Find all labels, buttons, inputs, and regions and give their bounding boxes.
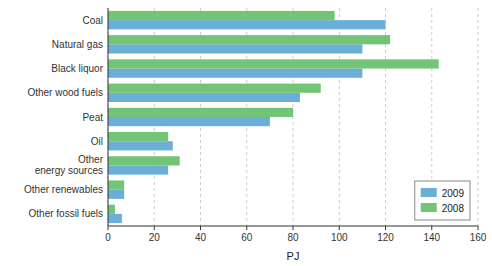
x-tick [154,226,155,230]
bar [108,180,124,189]
category-label-line: Other wood fuels [27,87,103,98]
category-label: Other renewables [24,184,103,195]
bar [108,156,180,165]
x-tick-label: 120 [377,232,394,243]
category-label: Black liquor [51,63,103,74]
category-label: Natural gas [52,39,103,50]
bar [108,141,173,150]
bar [108,214,122,223]
grid [108,8,478,226]
category-label-line: Other fossil fuels [29,208,103,219]
bar [108,132,168,141]
bar [108,20,386,29]
x-tick [385,226,386,230]
category-label-line: Black liquor [51,63,103,74]
x-tick [246,226,247,230]
category-label-line: Other [78,154,104,165]
x-tick-label: 20 [149,232,161,243]
bars [108,11,439,223]
bar [108,205,115,214]
bar [108,59,439,68]
category-label: Otherenergy sources [35,154,104,176]
bar [108,165,168,174]
x-tick-label: 100 [331,232,348,243]
category-label-line: Oil [91,136,103,147]
x-tick-label: 0 [105,232,111,243]
category-label: Other fossil fuels [29,208,103,219]
grid-line [478,8,479,226]
legend-box [415,181,470,220]
axes: 0 20 40 60 80 100 120 140 160 Coal Natural gas Blac… [24,8,487,243]
category-label-line: Coal [82,15,103,26]
bar [108,117,270,126]
y-axis-line [108,8,109,226]
bar [108,84,321,93]
bar [108,108,293,117]
chart: 0 20 40 60 80 100 120 140 160 Coal Natural gas Blac… [0,0,492,266]
x-tick [339,226,340,230]
grid-line [108,8,109,226]
category-label-line: energy sources [35,165,103,176]
legend-label: 2008 [442,203,465,214]
x-tick [293,226,294,230]
legend: 2009 2008 [415,181,470,220]
category-label: Other wood fuels [27,87,103,98]
x-tick [431,226,432,230]
x-tick [200,226,201,230]
category-label-line: Peat [82,112,103,123]
category-label-line: Other renewables [24,184,103,195]
x-tick-label: 160 [470,232,487,243]
category-label: Coal [82,15,103,26]
x-tick [478,226,479,230]
bar [108,11,335,20]
bar [108,69,362,78]
bar [108,93,300,102]
legend-label: 2009 [442,188,465,199]
bar [108,190,124,199]
x-tick [108,226,109,230]
x-axis-label: PJ [287,250,300,262]
bar [108,35,390,44]
bar [108,44,362,53]
legend-swatch [421,188,437,197]
x-tick-label: 80 [287,232,299,243]
legend-swatch [421,203,437,212]
category-label: Peat [82,112,103,123]
x-tick-label: 140 [423,232,440,243]
x-tick-label: 40 [195,232,207,243]
category-label: Oil [91,136,103,147]
x-tick-label: 60 [241,232,253,243]
category-label-line: Natural gas [52,39,103,50]
